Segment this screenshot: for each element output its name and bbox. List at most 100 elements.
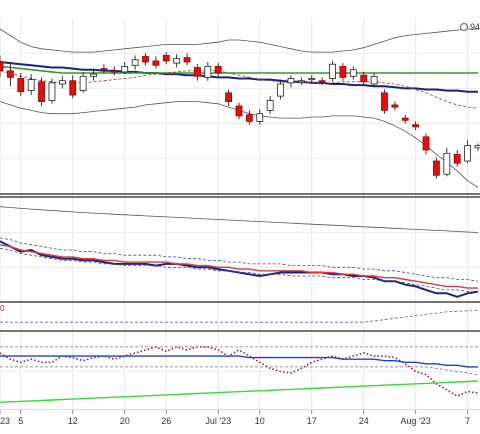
price-readout: 94.3: [459, 22, 480, 32]
price-readout-icon: [459, 22, 469, 32]
candle-body: [38, 81, 45, 103]
candle: [391, 101, 399, 111]
candle-body: [225, 92, 233, 103]
x-tick-label: 24: [359, 416, 369, 426]
candle-body: [214, 66, 222, 74]
candle-body: [349, 69, 357, 77]
candle: [6, 63, 14, 87]
candle: [17, 73, 25, 97]
candle: [79, 71, 87, 93]
candle: [266, 96, 274, 114]
series-line-green: [0, 380, 479, 403]
candle: [474, 143, 480, 152]
candle-body: [433, 160, 440, 176]
candle: [225, 89, 233, 106]
candle-body: [266, 100, 274, 111]
candle: [308, 75, 316, 83]
candle-body: [422, 136, 430, 151]
candle-body: [204, 66, 212, 78]
series-line-dashed-upper: [0, 237, 479, 282]
candle-body: [391, 104, 399, 108]
candle: [214, 63, 222, 77]
x-tick-label: 12: [68, 416, 78, 426]
candle: [329, 60, 336, 82]
candle: [360, 71, 368, 86]
price-panel: [0, 28, 480, 188]
candle: [245, 110, 253, 125]
candle-body: [27, 79, 35, 91]
x-tick-label: 23: [0, 416, 10, 426]
series-line-green: [0, 65, 478, 74]
candle-body: [90, 73, 97, 77]
candle: [173, 54, 181, 68]
candle-body: [142, 56, 149, 63]
x-tick-label: 5: [18, 416, 23, 426]
candle-body: [308, 78, 316, 81]
candle: [256, 109, 264, 125]
candle: [0, 55, 4, 78]
candle-body: [360, 74, 368, 83]
candle-body: [173, 58, 181, 64]
candle: [349, 66, 357, 80]
candle: [48, 78, 56, 104]
candle: [100, 64, 108, 73]
candle-body: [121, 66, 129, 73]
series-line-gray: [0, 206, 479, 233]
candle: [318, 77, 326, 86]
candle-body: [401, 117, 409, 121]
indicator-panel-3: [0, 346, 479, 403]
candle: [339, 63, 347, 81]
candle-body: [110, 70, 118, 73]
candle: [433, 157, 440, 179]
candle: [277, 79, 284, 100]
candle-body: [287, 78, 295, 84]
candle: [142, 53, 149, 66]
series-line-band-upper: [0, 28, 478, 53]
candle-body: [464, 145, 472, 162]
candle: [152, 56, 160, 69]
candle-body: [162, 55, 170, 62]
x-axis-background: [0, 410, 480, 434]
candle: [194, 64, 201, 81]
candle-body: [100, 68, 108, 71]
x-tick-label: Jul '23: [205, 416, 231, 426]
candle-body: [453, 153, 461, 164]
candle-body: [194, 67, 201, 77]
candle: [422, 133, 430, 155]
candle: [58, 76, 66, 89]
candle: [297, 77, 305, 86]
candle: [453, 150, 461, 167]
candle: [121, 62, 129, 75]
candle: [381, 89, 388, 114]
candle: [401, 114, 409, 124]
candle-body: [131, 59, 139, 66]
x-axis[interactable]: 23 5 12 20 26 Jul '23 10 17 24 Aug '23 7: [0, 410, 480, 434]
candle: [235, 102, 243, 120]
candle: [131, 55, 139, 70]
x-tick-label: 26: [161, 416, 171, 426]
price-readout-value: 94.3: [470, 22, 480, 32]
candle-body: [79, 75, 87, 92]
candle: [162, 52, 170, 65]
x-tick-label: 7: [465, 416, 470, 426]
candle-body: [474, 145, 480, 149]
candle-body: [318, 80, 326, 83]
candle-body: [6, 70, 14, 78]
candle: [204, 62, 212, 81]
candle: [443, 147, 451, 177]
candle: [287, 75, 295, 88]
candle-body: [329, 63, 336, 79]
candle-body: [152, 60, 160, 66]
candle: [90, 68, 97, 81]
candle-body: [412, 124, 420, 128]
candle-body: [58, 80, 66, 85]
candle-body: [297, 80, 305, 83]
candle: [69, 75, 77, 99]
candle-body: [339, 66, 347, 78]
candle: [38, 77, 45, 106]
candle: [464, 140, 472, 164]
indicator-2-label: 0: [0, 304, 5, 313]
x-tick-label: 10: [255, 416, 265, 426]
